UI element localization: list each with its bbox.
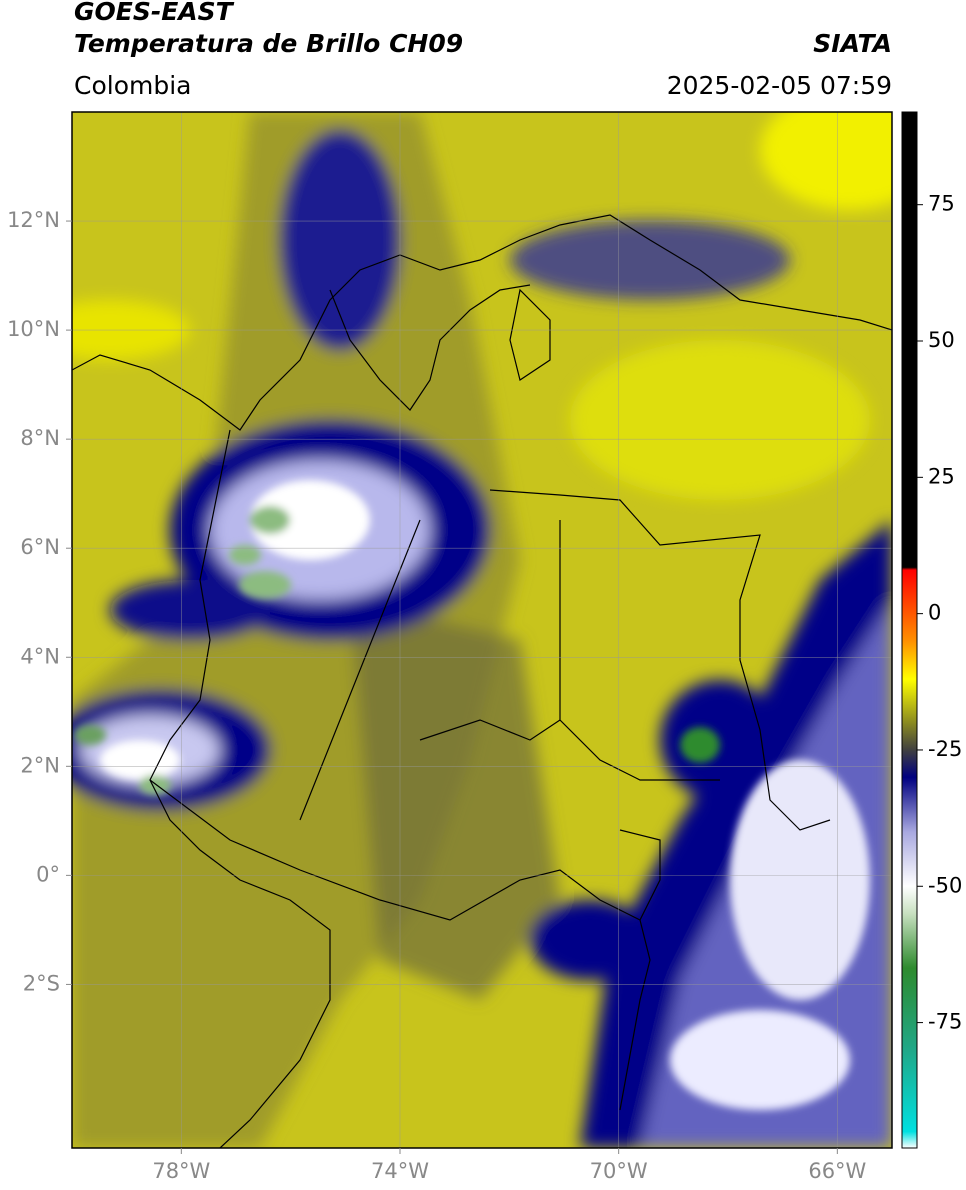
- datetime: 2025-02-05 07:59: [667, 71, 892, 100]
- y-tick-label: 0°: [36, 862, 60, 886]
- source: SIATA: [813, 29, 892, 58]
- map-frame: [71, 111, 893, 1149]
- colorbar-tick-label: -75: [928, 1010, 962, 1034]
- x-tick-label: 78°W: [152, 1159, 210, 1183]
- colorbar-tick-label: -50: [928, 873, 962, 897]
- subtitle: Temperatura de Brillo CH09: [74, 29, 463, 58]
- y-tick-label: 4°N: [20, 644, 60, 668]
- colorbar-tick-label: 0: [928, 601, 941, 625]
- colorbar-tick-label: -25: [928, 737, 962, 761]
- x-tick-label: 74°W: [371, 1159, 429, 1183]
- x-tick-label: 66°W: [808, 1159, 866, 1183]
- colorbar-tick-label: 50: [928, 328, 955, 352]
- borders: [72, 214, 892, 1148]
- y-tick-label: 2°N: [20, 753, 60, 777]
- x-tick-label: 70°W: [590, 1159, 648, 1183]
- region: Colombia: [74, 71, 191, 100]
- colorbar: [901, 111, 918, 1149]
- y-tick-label: 6°N: [20, 535, 60, 559]
- y-tick-label: 10°N: [7, 317, 60, 341]
- satellite-image: [72, 112, 892, 1148]
- title: GOES-EAST: [74, 0, 235, 26]
- y-tick-label: 12°N: [7, 208, 60, 232]
- y-tick-label: 8°N: [20, 426, 60, 450]
- colorbar-tick-label: 25: [928, 464, 955, 488]
- colorbar-tick-label: 75: [928, 192, 955, 216]
- y-tick-label: 2°S: [23, 971, 60, 995]
